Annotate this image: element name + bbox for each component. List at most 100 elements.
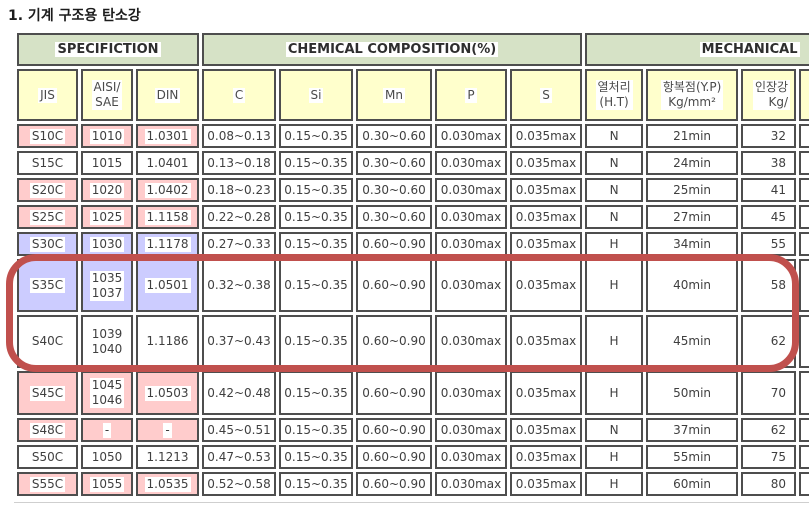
cell-p: 0.030max [435, 418, 508, 442]
table-body: S10C 1010 1.0301 0.08~0.13 0.15~0.35 0.30~0.6… [17, 124, 809, 496]
cell-jis: S20C [17, 178, 78, 202]
col-header-si: Si [279, 69, 354, 121]
col-header-mn: Mn [356, 69, 433, 121]
cell-clipped [799, 178, 809, 202]
table-row-s10c: S10C 1010 1.0301 0.08~0.13 0.15~0.35 0.30~0.6… [17, 124, 809, 148]
cell-s: 0.035max [510, 445, 583, 469]
cell-aisi: 1050 [81, 445, 133, 469]
cell-c: 0.52~0.58 [202, 472, 277, 496]
cell-aisi: 1039 1040 [81, 315, 133, 368]
cell-jis: S45C [17, 371, 78, 415]
cell-mn: 0.60~0.90 [356, 472, 433, 496]
col-header-yield-point: 항복점(Y.P) Kg/mm² [646, 69, 739, 121]
cell-c: 0.22~0.28 [202, 205, 277, 229]
cell-ht: N [585, 178, 644, 202]
cell-aisi: 1045 1046 [81, 371, 133, 415]
table-row-s35c: S35C 1035 1037 1.0501 0.32~0.38 0.15~0.35 0.6… [17, 259, 809, 312]
cell-mn: 0.60~0.90 [356, 315, 433, 368]
table-row-s20c: S20C 1020 1.0402 0.18~0.23 0.15~0.35 0.30~0.6… [17, 178, 809, 202]
cell-jis: S35C [17, 259, 78, 312]
cell-yp: 27min [646, 205, 739, 229]
cell-mn: 0.30~0.60 [356, 205, 433, 229]
cell-ts: 62 [741, 418, 797, 442]
cell-din: 1.0535 [136, 472, 200, 496]
table-row-s55c: S55C 1055 1.0535 0.52~0.58 0.15~0.35 0.60~0.9… [17, 472, 809, 496]
cell-mn: 0.60~0.90 [356, 371, 433, 415]
cell-p: 0.030max [435, 124, 508, 148]
cell-clipped [799, 205, 809, 229]
cell-p: 0.030max [435, 371, 508, 415]
cell-s: 0.035max [510, 124, 583, 148]
cell-din: - [136, 418, 200, 442]
cell-c: 0.18~0.23 [202, 178, 277, 202]
cell-ts: 62 [741, 315, 797, 368]
cell-ht: H [585, 371, 644, 415]
cell-jis: S30C [17, 232, 78, 256]
cell-din: 1.0401 [136, 151, 200, 175]
cell-c: 0.32~0.38 [202, 259, 277, 312]
cell-clipped [799, 371, 809, 415]
cell-s: 0.035max [510, 315, 583, 368]
cell-din: 1.0301 [136, 124, 200, 148]
bottom-divider [14, 502, 809, 503]
cell-c: 0.42~0.48 [202, 371, 277, 415]
cell-si: 0.15~0.35 [279, 232, 354, 256]
cell-din: 1.1178 [136, 232, 200, 256]
cell-si: 0.15~0.35 [279, 205, 354, 229]
cell-jis: S55C [17, 472, 78, 496]
cell-aisi: 1010 [81, 124, 133, 148]
cell-jis: S50C [17, 445, 78, 469]
cell-ht: H [585, 315, 644, 368]
cell-c: 0.27~0.33 [202, 232, 277, 256]
cell-jis: S10C [17, 124, 78, 148]
cell-mn: 0.60~0.90 [356, 259, 433, 312]
cell-din: 1.0402 [136, 178, 200, 202]
cell-aisi: 1025 [81, 205, 133, 229]
table-wrapper: SPECIFICTION CHEMICAL COMPOSITION(%) MEC… [14, 30, 809, 499]
cell-aisi: 1055 [81, 472, 133, 496]
table-row-s15c: S15C 1015 1.0401 0.13~0.18 0.15~0.35 0.30~0.6… [17, 151, 809, 175]
cell-c: 0.47~0.53 [202, 445, 277, 469]
col-header-tensile-strength: 인장강 Kg/ [741, 69, 797, 121]
cell-aisi: 1030 [81, 232, 133, 256]
cell-si: 0.15~0.35 [279, 151, 354, 175]
group-header-specification: SPECIFICTION [17, 33, 200, 66]
cell-mn: 0.30~0.60 [356, 124, 433, 148]
cell-p: 0.030max [435, 151, 508, 175]
cell-s: 0.035max [510, 178, 583, 202]
table-row-s40c: S40C 1039 1040 1.1186 0.37~0.43 0.15~0.35 0.6… [17, 315, 809, 368]
cell-clipped [799, 418, 809, 442]
cell-mn: 0.30~0.60 [356, 151, 433, 175]
cell-si: 0.15~0.35 [279, 371, 354, 415]
cell-p: 0.030max [435, 178, 508, 202]
cell-si: 0.15~0.35 [279, 259, 354, 312]
cell-ht: H [585, 472, 644, 496]
cell-ts: 70 [741, 371, 797, 415]
cell-ht: N [585, 151, 644, 175]
cell-si: 0.15~0.35 [279, 124, 354, 148]
cell-s: 0.035max [510, 232, 583, 256]
cell-c: 0.08~0.13 [202, 124, 277, 148]
cell-c: 0.37~0.43 [202, 315, 277, 368]
cell-clipped [799, 445, 809, 469]
col-header-p: P [435, 69, 508, 121]
table-row-s50c: S50C 1050 1.1213 0.47~0.53 0.15~0.35 0.60~0.9… [17, 445, 809, 469]
cell-ht: N [585, 418, 644, 442]
cell-clipped [799, 151, 809, 175]
cell-yp: 24min [646, 151, 739, 175]
cell-yp: 45min [646, 315, 739, 368]
cell-yp: 25min [646, 178, 739, 202]
cell-p: 0.030max [435, 259, 508, 312]
cell-ts: 45 [741, 205, 797, 229]
cell-mn: 0.60~0.90 [356, 418, 433, 442]
cell-s: 0.035max [510, 259, 583, 312]
group-header-mechanical: MECHANICAL [585, 33, 809, 66]
col-header-c: C [202, 69, 277, 121]
cell-aisi: 1015 [81, 151, 133, 175]
cell-ts: 38 [741, 151, 797, 175]
cell-din: 1.0503 [136, 371, 200, 415]
cell-yp: 37min [646, 418, 739, 442]
cell-mn: 0.30~0.60 [356, 178, 433, 202]
cell-s: 0.035max [510, 472, 583, 496]
table-row-s48c: S48C - -0.45~0.51 0.15~0.35 0.60~0.90 0.030ma… [17, 418, 809, 442]
